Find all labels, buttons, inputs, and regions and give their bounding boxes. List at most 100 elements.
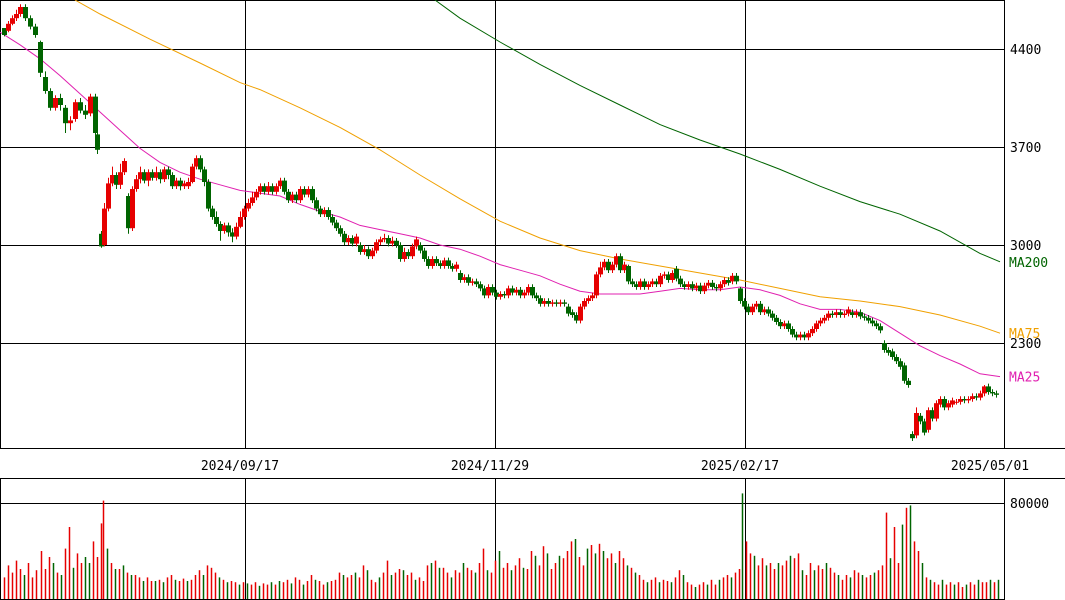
candle bbox=[426, 256, 431, 269]
candle bbox=[414, 236, 419, 250]
candle-body bbox=[926, 410, 931, 430]
candle-body bbox=[174, 180, 179, 187]
candle-body bbox=[758, 303, 763, 313]
candle-body bbox=[254, 191, 259, 198]
candle bbox=[186, 177, 191, 189]
candle bbox=[738, 287, 743, 304]
candle-body bbox=[746, 306, 751, 313]
candle bbox=[33, 23, 38, 38]
candle-body bbox=[418, 245, 423, 251]
candle-body bbox=[88, 96, 93, 114]
candle bbox=[106, 177, 111, 212]
candle bbox=[362, 245, 367, 255]
candle-body bbox=[634, 284, 639, 287]
candle-body bbox=[930, 410, 935, 419]
candle bbox=[338, 225, 343, 237]
candle bbox=[330, 214, 335, 226]
candle bbox=[514, 287, 519, 296]
candle-body bbox=[970, 396, 975, 399]
candle-body bbox=[170, 175, 175, 187]
candle bbox=[222, 222, 227, 234]
candle-body bbox=[774, 317, 779, 322]
candle-body bbox=[994, 393, 999, 395]
candle-body bbox=[126, 196, 131, 229]
candle bbox=[574, 312, 579, 324]
candle-body bbox=[538, 298, 543, 304]
candle bbox=[206, 179, 211, 212]
candle-body bbox=[426, 259, 431, 266]
candle bbox=[10, 15, 15, 26]
candle bbox=[854, 309, 859, 318]
candle-body bbox=[286, 191, 291, 201]
candle-body bbox=[742, 301, 747, 307]
candle bbox=[494, 289, 499, 300]
candle bbox=[874, 320, 879, 329]
candle bbox=[822, 315, 827, 324]
candle bbox=[818, 317, 823, 327]
candle-body bbox=[178, 180, 183, 187]
candle-body bbox=[670, 273, 675, 280]
candle-body bbox=[202, 169, 207, 182]
candle bbox=[890, 348, 895, 360]
candle bbox=[478, 281, 483, 292]
candle-body bbox=[462, 277, 467, 280]
candle-body bbox=[63, 107, 68, 124]
candle bbox=[882, 340, 887, 353]
candle bbox=[534, 292, 539, 301]
candle-body bbox=[894, 357, 899, 362]
candle bbox=[570, 309, 575, 318]
candle-body bbox=[226, 225, 231, 233]
candle bbox=[202, 166, 207, 187]
candle bbox=[626, 264, 631, 285]
candle-body bbox=[778, 322, 783, 327]
candle-body bbox=[370, 250, 375, 257]
candle bbox=[758, 301, 763, 315]
candle bbox=[982, 385, 987, 397]
candle-body bbox=[438, 263, 443, 266]
candle bbox=[958, 396, 963, 405]
candle bbox=[530, 284, 535, 299]
candle bbox=[642, 278, 647, 290]
candle bbox=[38, 40, 43, 77]
candle bbox=[138, 166, 143, 184]
candle-body bbox=[546, 301, 551, 304]
candle-body bbox=[762, 309, 767, 313]
candle bbox=[978, 390, 983, 401]
candle-body bbox=[43, 77, 48, 91]
candle-body bbox=[158, 172, 163, 180]
candle-body bbox=[694, 285, 699, 289]
candle-body bbox=[986, 386, 991, 392]
candle-body bbox=[770, 313, 775, 318]
candle-body bbox=[590, 295, 595, 299]
candle bbox=[170, 172, 175, 189]
candle-body bbox=[290, 194, 295, 201]
candle-body bbox=[494, 292, 499, 297]
date-axis-labels: 2024/09/17 2024/11/29 2025/02/17 2025/05/01 bbox=[201, 459, 1029, 474]
candle bbox=[770, 310, 775, 321]
candle bbox=[934, 400, 939, 422]
candle bbox=[806, 330, 811, 341]
candle bbox=[794, 331, 799, 341]
candle-body bbox=[93, 96, 98, 133]
candle-body bbox=[298, 189, 303, 201]
candle bbox=[230, 228, 235, 243]
candle-body bbox=[246, 203, 251, 209]
candle-body bbox=[838, 312, 843, 315]
date-label: 2024/11/29 bbox=[451, 459, 529, 474]
candle-body bbox=[934, 403, 939, 419]
candle bbox=[28, 15, 33, 30]
candle-body bbox=[378, 239, 383, 243]
candle bbox=[990, 389, 995, 397]
candle bbox=[630, 278, 635, 287]
candle bbox=[142, 169, 147, 184]
candle-body bbox=[23, 7, 28, 19]
candle-body bbox=[786, 323, 791, 329]
candle-body bbox=[790, 329, 795, 335]
candle bbox=[218, 221, 223, 241]
candle bbox=[878, 323, 883, 334]
candle-body bbox=[882, 343, 887, 350]
candle-body bbox=[490, 287, 495, 293]
price-tick-label: 2300 bbox=[1010, 337, 1041, 352]
candle bbox=[95, 133, 100, 154]
candle-body bbox=[698, 285, 703, 292]
